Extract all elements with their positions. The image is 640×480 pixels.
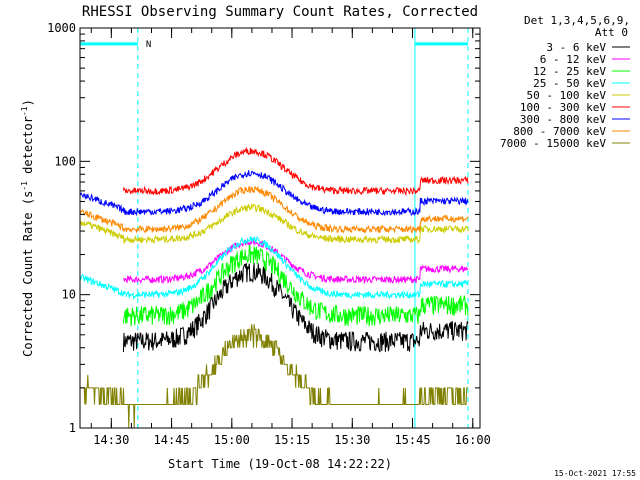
y-tick-label: 100	[54, 154, 76, 168]
x-tick-label: 15:45	[394, 433, 430, 447]
legend-entry-label: 6 - 12 keV	[540, 53, 607, 66]
series-line	[79, 236, 469, 300]
legend-entry-label: 800 - 7000 keV	[513, 125, 606, 138]
x-tick-label: 14:30	[93, 433, 129, 447]
x-tick-label: 15:15	[274, 433, 310, 447]
legend-header-line2: Att 0	[595, 26, 628, 39]
chart-title: RHESSI Observing Summary Count Rates, Co…	[82, 4, 478, 20]
series-line	[80, 324, 468, 428]
plot-area: N	[79, 28, 469, 428]
y-tick-label: 1	[69, 421, 76, 435]
plot-frame	[79, 27, 481, 429]
night-marker-label: N	[146, 40, 151, 50]
legend-header-line1: Det 1,3,4,5,6,9,	[524, 14, 630, 27]
axes: 1 10 100 1000 14:30 14:45 15:00 15:15 15:30 15:45…	[47, 21, 491, 447]
series-line	[123, 237, 469, 285]
y-tick-label: 10	[62, 288, 76, 302]
legend-entry-label: 300 - 800 keV	[520, 113, 606, 126]
x-tick-label: 15:00	[214, 433, 250, 447]
series-line	[79, 170, 469, 217]
x-tick-label: 14:45	[154, 433, 190, 447]
series-line	[122, 262, 469, 353]
series-line	[122, 244, 469, 327]
legend-entry-label: 7000 - 15000 keV	[500, 137, 606, 150]
x-axis-label: Start Time (19-Oct-08 14:22:22)	[168, 457, 392, 471]
legend-entry-label: 100 - 300 keV	[520, 101, 606, 114]
timestamp: 15-Oct-2021 17:55	[554, 469, 636, 478]
x-tick-label: 15:30	[334, 433, 370, 447]
series-line	[79, 185, 469, 234]
legend-entry-label: 3 - 6 keV	[546, 41, 606, 54]
y-axis-label: Corrected Count Rate (s-1 detector-1)	[20, 99, 35, 357]
x-tick-label: 16:00	[455, 433, 491, 447]
y-tick-label: 1000	[47, 21, 76, 35]
legend-entry-label: 25 - 50 keV	[533, 77, 606, 90]
series-line	[122, 146, 469, 196]
legend-entry-label: 50 - 100 keV	[527, 89, 607, 102]
series-line	[79, 203, 469, 245]
legend-entry-label: 12 - 25 keV	[533, 65, 606, 78]
